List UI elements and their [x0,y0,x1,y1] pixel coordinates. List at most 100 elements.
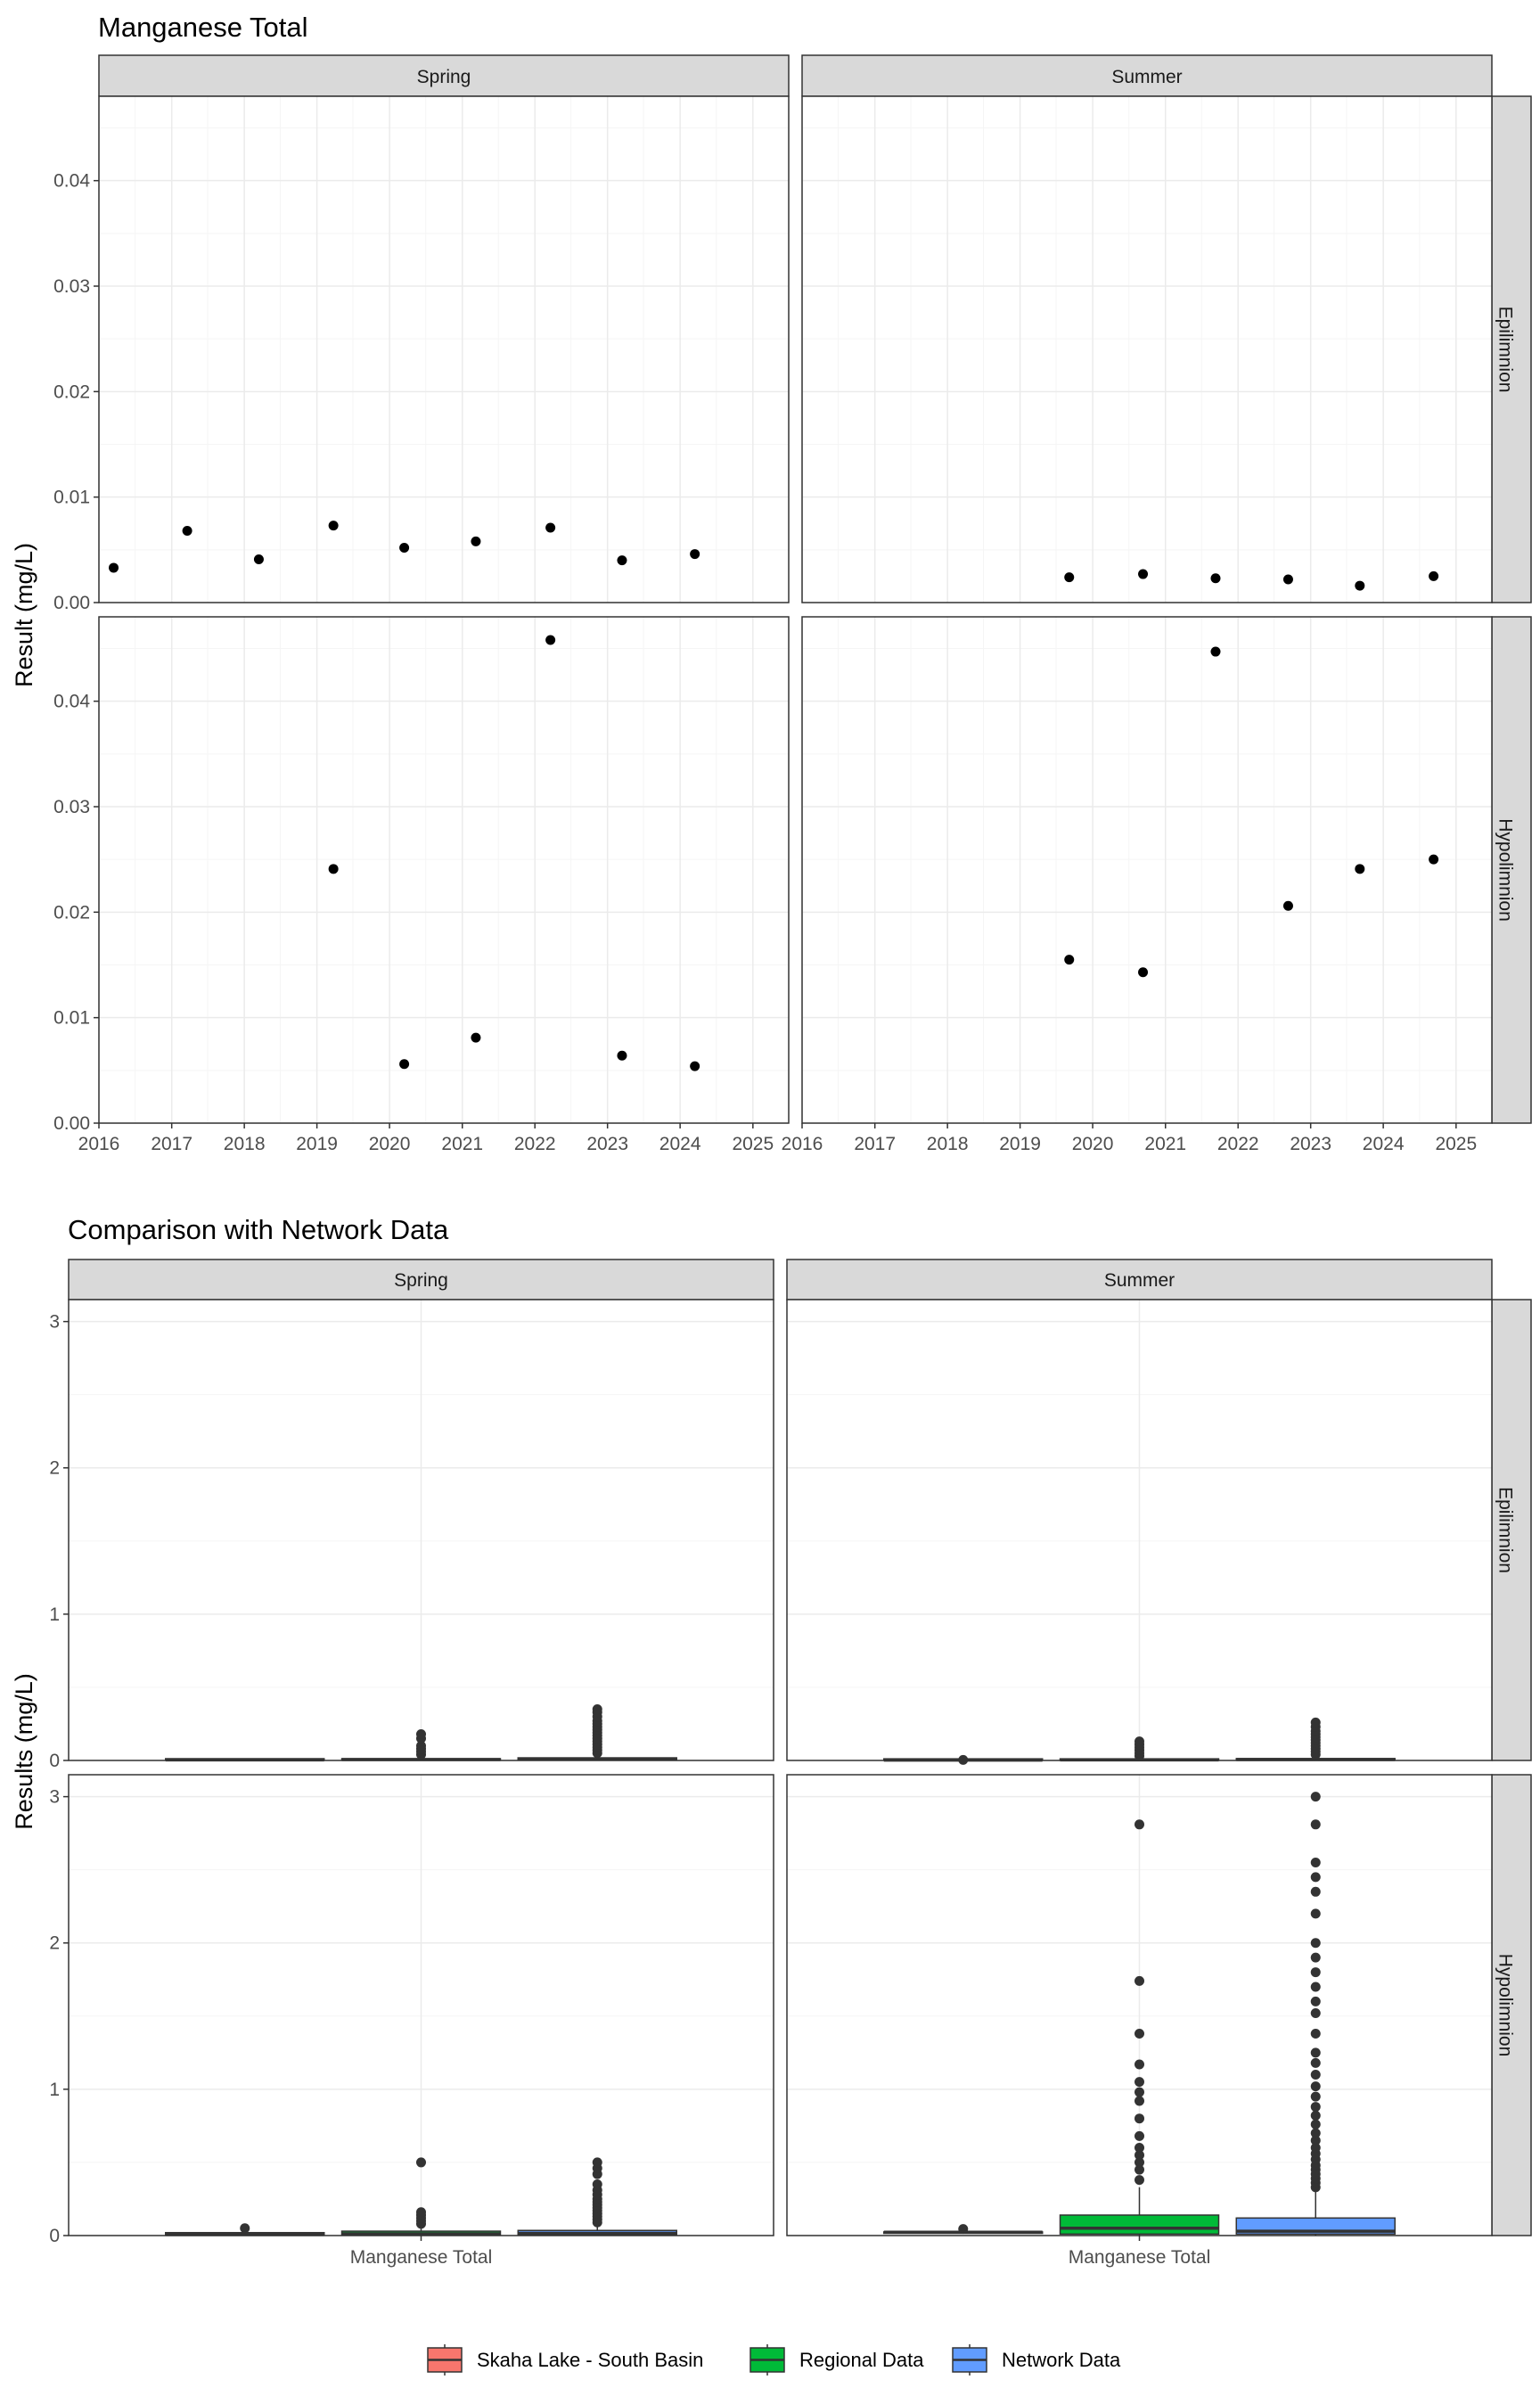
outlier-point [1135,1819,1144,1830]
legend-label: Regional Data [799,2349,924,2371]
outlier-point [1135,2096,1144,2106]
outlier-point [1310,1938,1321,1949]
legend-item-skaha-lake-south-basin: Skaha Lake - South Basin [427,2344,703,2375]
y-tick-label: 3 [49,1312,60,1333]
data-point [1138,967,1149,978]
outlier-point [1310,1996,1321,2006]
data-point [399,1059,410,1070]
outlier-point [416,2157,426,2168]
outlier-point [1310,1819,1321,1830]
y-tick-label: 0.01 [53,488,90,508]
outlier-point [592,2157,602,2168]
panel-border [98,95,790,603]
y-tick-label: 2 [49,1933,60,1954]
panel-background [99,617,789,1123]
box-skaha-lake-south-basin [883,2224,1044,2235]
y-tick-label: 0.00 [53,1113,90,1134]
panel-background [802,617,1492,1123]
outlier-point [416,2207,426,2218]
strip-hypolimnion [1491,1774,1532,2236]
outlier-point [1310,1967,1321,1978]
panel-spring-hypolimnion [98,616,790,1124]
x-tick-label: Manganese Total [350,2247,493,2268]
outlier-point [240,2223,250,2234]
outlier-point [1310,1908,1321,1919]
x-tick-label: 2025 [732,1134,774,1154]
outlier-point [1135,2113,1144,2124]
outlier-point [1135,2130,1144,2141]
y-tick-label: 0.02 [53,382,90,402]
outlier-point [1310,2029,1321,2039]
data-point [182,526,192,537]
y-tick-label: 0.04 [53,692,90,712]
panel-border [68,1299,774,1761]
data-point [328,864,339,874]
x-tick-label: 2017 [854,1134,896,1154]
box-regional-data [340,1728,502,1761]
box-regional-data [1059,1819,1220,2236]
panel-border [786,1299,1493,1761]
x-tick-label: 2016 [78,1134,120,1154]
y-tick-label: 0.04 [53,171,90,192]
outlier-point [1310,1872,1321,1883]
outlier-point [416,1741,426,1752]
strip-label-summer: Summer [1111,67,1182,87]
outlier-point [1310,2143,1321,2154]
data-point [1064,955,1075,965]
outlier-point [1310,1952,1321,1963]
legend-item-network-data: Network Data [952,2344,1121,2375]
box-network-data [1235,1717,1396,1761]
outlier-point [1135,1736,1144,1747]
outlier-point [1135,2175,1144,2186]
strip-label-epilimnion: Epilimnion [1495,307,1516,393]
data-point [328,521,339,531]
x-tick-label: 2017 [151,1134,192,1154]
outlier-point [1310,2102,1321,2113]
strip-hypolimnion [1491,616,1532,1124]
data-point [1355,864,1365,874]
y-tick-label: 0.03 [53,797,90,817]
data-point [545,635,556,645]
x-tick-label: 2023 [1290,1134,1331,1154]
data-point [471,1032,481,1043]
y-tick-label: 1 [49,1604,60,1625]
x-tick-label: 2019 [999,1134,1041,1154]
box-network-data [517,2157,677,2236]
legend-label: Network Data [1002,2349,1121,2371]
y-tick-label: 2 [49,1458,60,1479]
panel-spring-epilimnion [68,1299,774,1762]
data-point [690,1061,700,1071]
x-tick-label: 2019 [296,1134,338,1154]
x-tick-label: 2021 [441,1134,483,1154]
outlier-point [1135,2157,1144,2168]
outlier-point [1310,1717,1321,1727]
data-point [253,554,264,564]
outlier-point [1135,2164,1144,2175]
x-tick-label: 2018 [927,1134,969,1154]
outlier-point [1135,1975,1144,1986]
panel-summer-epilimnion [801,95,1493,603]
data-point [1138,569,1149,579]
data-point [1429,854,1439,865]
y-tick-label: 0 [49,2226,60,2246]
panel-summer-epilimnion [786,1299,1493,1765]
legend-item-regional-data: Regional Data [750,2344,924,2375]
strip-label-epilimnion: Epilimnion [1495,1487,1516,1573]
data-point [109,562,119,573]
outlier-point [592,1704,602,1715]
x-tick-label: Manganese Total [1069,2247,1211,2268]
scatter-facets: Spring Summer Epilimnion Hypolimnion 0.00 0.0… [53,54,1532,1154]
data-point [1429,570,1439,581]
outlier-point [592,2179,602,2190]
y-tick-label: 1 [49,2080,60,2100]
outlier-point [1310,2081,1321,2092]
x-tick-label: 2022 [514,1134,556,1154]
data-point [1210,646,1221,657]
outlier-point [1310,1792,1321,1802]
outlier-point [1135,2143,1144,2154]
panel-spring-epilimnion [98,95,790,603]
box-network-data [1235,1792,1396,2236]
x-tick-label: 2025 [1435,1134,1477,1154]
data-point [1210,573,1221,584]
